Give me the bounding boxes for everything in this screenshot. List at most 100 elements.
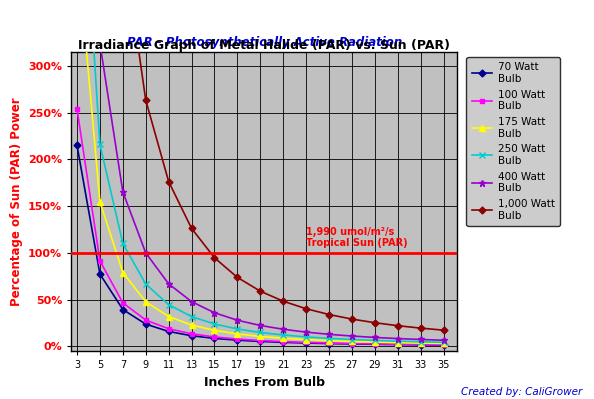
175 Watt
Bulb <box>394 340 402 345</box>
70 Watt
Bulb <box>326 341 333 346</box>
250 Watt
Bulb <box>440 340 447 345</box>
250 Watt
Bulb <box>211 322 218 326</box>
70 Watt
Bulb <box>440 343 447 348</box>
100 Watt
Bulb <box>165 326 172 331</box>
Line: 70 Watt
Bulb: 70 Watt Bulb <box>75 143 446 348</box>
100 Watt
Bulb <box>394 342 402 347</box>
70 Watt
Bulb <box>302 341 309 346</box>
250 Watt
Bulb <box>326 336 333 341</box>
250 Watt
Bulb <box>165 302 172 307</box>
1,000 Watt
Bulb <box>188 226 195 231</box>
1,000 Watt
Bulb <box>211 255 218 260</box>
400 Watt
Bulb <box>302 330 309 334</box>
250 Watt
Bulb <box>371 338 378 343</box>
Line: 250 Watt
Bulb: 250 Watt Bulb <box>74 0 447 345</box>
1,000 Watt
Bulb <box>326 312 333 317</box>
1,000 Watt
Bulb <box>257 289 264 294</box>
400 Watt
Bulb <box>257 323 264 328</box>
100 Watt
Bulb <box>326 341 333 346</box>
70 Watt
Bulb <box>119 307 127 312</box>
100 Watt
Bulb <box>302 340 309 345</box>
250 Watt
Bulb <box>394 339 402 344</box>
100 Watt
Bulb <box>142 318 149 322</box>
250 Watt
Bulb <box>280 333 287 338</box>
Line: 100 Watt
Bulb: 100 Watt Bulb <box>75 107 446 347</box>
175 Watt
Bulb <box>417 341 424 346</box>
Legend: 70 Watt
Bulb, 100 Watt
Bulb, 175 Watt
Bulb, 250 Watt
Bulb, 400 Watt
Bulb, 1,000 : 70 Watt Bulb, 100 Watt Bulb, 175 Watt Bu… <box>466 57 560 226</box>
250 Watt
Bulb <box>349 337 356 342</box>
400 Watt
Bulb <box>234 318 241 323</box>
400 Watt
Bulb <box>119 190 127 194</box>
70 Watt
Bulb <box>394 342 402 347</box>
1,000 Watt
Bulb <box>349 317 356 322</box>
1,000 Watt
Bulb <box>417 326 424 330</box>
100 Watt
Bulb <box>349 341 356 346</box>
175 Watt
Bulb <box>326 338 333 343</box>
400 Watt
Bulb <box>440 338 447 343</box>
175 Watt
Bulb <box>165 314 172 319</box>
175 Watt
Bulb <box>440 341 447 346</box>
100 Watt
Bulb <box>211 334 218 339</box>
1,000 Watt
Bulb <box>371 320 378 325</box>
250 Watt
Bulb <box>234 326 241 331</box>
175 Watt
Bulb <box>234 332 241 336</box>
70 Watt
Bulb <box>371 342 378 347</box>
100 Watt
Bulb <box>440 342 447 347</box>
250 Watt
Bulb <box>188 314 195 319</box>
1,000 Watt
Bulb <box>440 328 447 332</box>
70 Watt
Bulb <box>142 322 149 326</box>
400 Watt
Bulb <box>349 334 356 338</box>
Title: Irradiance Graph of Metal Halide (PAR) vs. Sun (PAR): Irradiance Graph of Metal Halide (PAR) v… <box>78 39 450 52</box>
175 Watt
Bulb <box>302 337 309 342</box>
1,000 Watt
Bulb <box>234 275 241 280</box>
70 Watt
Bulb <box>349 342 356 346</box>
400 Watt
Bulb <box>211 310 218 315</box>
250 Watt
Bulb <box>302 334 309 339</box>
175 Watt
Bulb <box>188 323 195 328</box>
1,000 Watt
Bulb <box>165 179 172 184</box>
400 Watt
Bulb <box>188 299 195 304</box>
175 Watt
Bulb <box>280 336 287 341</box>
Text: 1,990 umol/m²/s
Tropical Sun (PAR): 1,990 umol/m²/s Tropical Sun (PAR) <box>306 227 407 248</box>
70 Watt
Bulb <box>74 143 81 148</box>
1,000 Watt
Bulb <box>302 306 309 311</box>
100 Watt
Bulb <box>280 339 287 344</box>
400 Watt
Bulb <box>326 332 333 337</box>
1,000 Watt
Bulb <box>394 323 402 328</box>
Y-axis label: Percentage of Sun (PAR) Power: Percentage of Sun (PAR) Power <box>10 97 23 306</box>
X-axis label: Inches From Bulb: Inches From Bulb <box>204 376 325 389</box>
175 Watt
Bulb <box>371 340 378 344</box>
100 Watt
Bulb <box>234 337 241 342</box>
400 Watt
Bulb <box>280 327 287 332</box>
175 Watt
Bulb <box>211 328 218 333</box>
250 Watt
Bulb <box>96 142 103 147</box>
Text: PAR - Photosynthetically Active Radiation: PAR - Photosynthetically Active Radiatio… <box>127 36 402 49</box>
70 Watt
Bulb <box>211 336 218 341</box>
70 Watt
Bulb <box>417 342 424 347</box>
250 Watt
Bulb <box>142 282 149 286</box>
Line: 400 Watt
Bulb: 400 Watt Bulb <box>74 0 447 344</box>
175 Watt
Bulb <box>119 270 127 275</box>
100 Watt
Bulb <box>257 338 264 343</box>
400 Watt
Bulb <box>96 41 103 46</box>
70 Watt
Bulb <box>96 272 103 277</box>
Line: 175 Watt
Bulb: 175 Watt Bulb <box>74 0 447 346</box>
70 Watt
Bulb <box>165 329 172 334</box>
70 Watt
Bulb <box>280 340 287 345</box>
100 Watt
Bulb <box>119 300 127 305</box>
100 Watt
Bulb <box>96 259 103 263</box>
250 Watt
Bulb <box>257 330 264 335</box>
Line: 1,000 Watt
Bulb: 1,000 Watt Bulb <box>75 0 446 333</box>
70 Watt
Bulb <box>257 339 264 344</box>
1,000 Watt
Bulb <box>280 299 287 304</box>
250 Watt
Bulb <box>119 241 127 246</box>
100 Watt
Bulb <box>417 342 424 347</box>
175 Watt
Bulb <box>349 339 356 344</box>
400 Watt
Bulb <box>165 281 172 286</box>
100 Watt
Bulb <box>371 342 378 346</box>
70 Watt
Bulb <box>234 338 241 343</box>
400 Watt
Bulb <box>371 335 378 340</box>
100 Watt
Bulb <box>74 107 81 111</box>
175 Watt
Bulb <box>96 199 103 204</box>
Text: Created by: CaliGrower: Created by: CaliGrower <box>461 387 582 397</box>
